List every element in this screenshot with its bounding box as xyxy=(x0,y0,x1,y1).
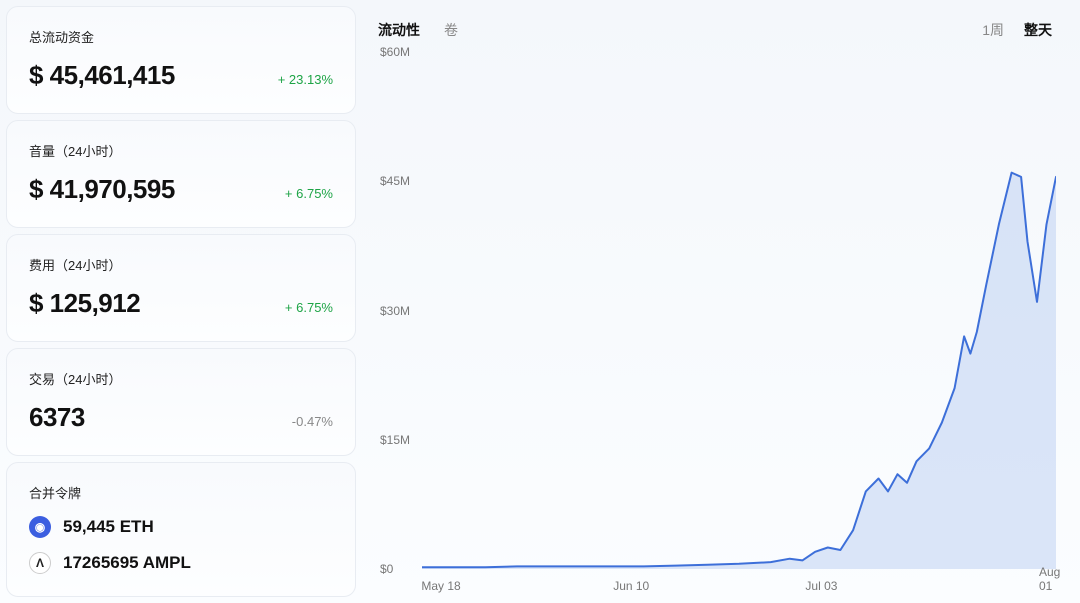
chart-area xyxy=(422,173,1056,569)
token-row: ◉ 59,445 ETH xyxy=(29,516,333,538)
tokens-label: 合并令牌 xyxy=(29,483,333,502)
stat-value: $ 41,970,595 xyxy=(29,174,175,205)
chart-metric-tabs: 流动性 卷 xyxy=(378,20,458,40)
token-row: Λ 17265695 AMPL xyxy=(29,552,333,574)
chart-tab[interactable]: 卷 xyxy=(444,20,458,40)
stat-label: 音量（24小时） xyxy=(29,141,333,160)
stat-label: 费用（24小时） xyxy=(29,255,333,274)
y-axis-label: $60M xyxy=(380,45,410,59)
y-axis-label: $15M xyxy=(380,433,410,447)
range-tab[interactable]: 整天 xyxy=(1024,20,1052,40)
stat-value: $ 125,912 xyxy=(29,288,140,319)
x-axis-label: Jun 10 xyxy=(613,579,649,593)
y-axis-label: $45M xyxy=(380,174,410,188)
stat-value: 6373 xyxy=(29,402,85,433)
stat-label: 总流动资金 xyxy=(29,27,333,46)
stat-change: -0.47% xyxy=(292,414,333,429)
chart-header: 流动性 卷 1周整天 xyxy=(374,20,1056,40)
stat-card: 总流动资金 $ 45,461,415 + 23.13% xyxy=(6,6,356,114)
token-icon: ◉ xyxy=(29,516,51,538)
tokens-card: 合并令牌 ◉ 59,445 ETH Λ 17265695 AMPL xyxy=(6,462,356,597)
x-axis-label: Aug 01 xyxy=(1039,565,1060,593)
chart-tab[interactable]: 流动性 xyxy=(378,20,420,40)
y-axis-label: $0 xyxy=(380,562,393,576)
stat-change: + 6.75% xyxy=(285,300,333,315)
x-axis-label: Jul 03 xyxy=(805,579,837,593)
stat-label: 交易（24小时） xyxy=(29,369,333,388)
stat-change: + 6.75% xyxy=(285,186,333,201)
chart-body: $60M$45M$30M$15M$0May 18Jun 10Jul 03Aug … xyxy=(374,52,1056,593)
token-value: 17265695 AMPL xyxy=(63,553,191,573)
chart-range-tabs: 1周整天 xyxy=(982,20,1052,40)
stats-sidebar: 总流动资金 $ 45,461,415 + 23.13% 音量（24小时） $ 41,97… xyxy=(0,0,362,603)
stat-card: 费用（24小时） $ 125,912 + 6.75% xyxy=(6,234,356,342)
x-axis-label: May 18 xyxy=(421,579,460,593)
liquidity-chart xyxy=(422,52,1056,569)
token-icon: Λ xyxy=(29,552,51,574)
range-tab[interactable]: 1周 xyxy=(982,20,1004,40)
chart-panel: 流动性 卷 1周整天 $60M $45M $30M $15M $0 May 18 Jun 10… xyxy=(362,0,1080,603)
stat-value: $ 45,461,415 xyxy=(29,60,175,91)
y-axis-label: $30M xyxy=(380,304,410,318)
stat-change: + 23.13% xyxy=(278,72,333,87)
token-value: 59,445 ETH xyxy=(63,517,154,537)
stat-card: 交易（24小时） 6373 -0.47% xyxy=(6,348,356,456)
stat-card: 音量（24小时） $ 41,970,595 + 6.75% xyxy=(6,120,356,228)
